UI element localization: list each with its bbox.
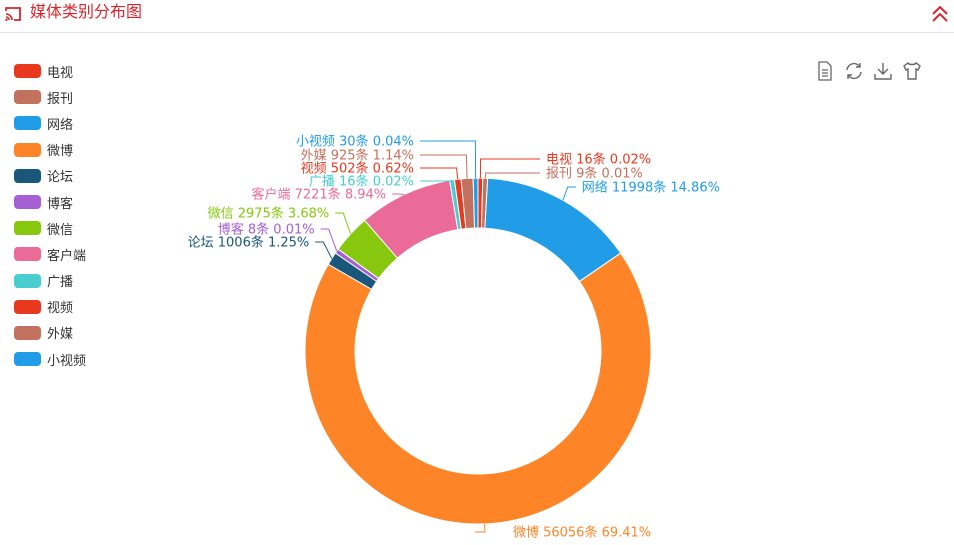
- label-leader-line: [420, 154, 468, 179]
- legend-label: 论坛: [47, 170, 74, 186]
- legend-label: 博客: [47, 196, 74, 212]
- data-view-icon[interactable]: [814, 60, 836, 82]
- chart-header: 媒体类别分布图: [0, 0, 954, 33]
- legend-label: 外媒: [47, 327, 74, 343]
- legend-label: 电视: [47, 65, 74, 81]
- restore-icon[interactable]: [843, 60, 865, 82]
- double-chevron-up-icon[interactable]: [930, 3, 950, 25]
- legend-label: 微信: [47, 222, 74, 238]
- chart-title: 媒体类别分布图: [30, 2, 143, 21]
- legend-item[interactable]: 微信: [14, 215, 86, 241]
- slice-data-label: 电视 16条 0.02%: [546, 152, 651, 168]
- legend-swatch: [14, 64, 41, 79]
- label-leader-line: [320, 228, 338, 252]
- legend-swatch: [14, 142, 41, 157]
- save-image-icon[interactable]: [872, 60, 894, 82]
- slice-data-label: 微信 2975条 3.68%: [208, 206, 330, 222]
- legend-item[interactable]: 微博: [14, 137, 86, 163]
- legend-swatch: [14, 299, 41, 314]
- legend-item[interactable]: 客户端: [14, 241, 86, 267]
- label-leader-line: [315, 241, 333, 259]
- label-leader-line: [335, 212, 352, 235]
- label-leader-line: [474, 523, 486, 533]
- legend-swatch: [14, 352, 41, 367]
- slice-data-label: 网络 11998条 14.86%: [582, 180, 720, 196]
- legend-swatch: [14, 168, 41, 183]
- legend-label: 报刊: [47, 91, 74, 107]
- legend-item[interactable]: 广播: [14, 268, 86, 294]
- legend-item[interactable]: 博客: [14, 189, 86, 215]
- legend-label: 网络: [47, 117, 74, 133]
- label-leader-line: [420, 167, 459, 180]
- legend-label: 小视频: [47, 353, 87, 369]
- slice-data-label: 报刊 9条 0.01%: [546, 166, 643, 182]
- legend-swatch: [14, 90, 41, 105]
- legend-item[interactable]: 视频: [14, 294, 86, 320]
- cast-icon: [5, 7, 21, 21]
- legend-label: 微博: [47, 144, 74, 160]
- legend-item[interactable]: 报刊: [14, 84, 86, 110]
- legend-item[interactable]: 论坛: [14, 163, 86, 189]
- legend-item[interactable]: 外媒: [14, 320, 86, 346]
- slice-data-label: 小视频 30条 0.04%: [296, 134, 414, 150]
- theme-shirt-icon[interactable]: [901, 60, 923, 82]
- label-leader-line: [479, 158, 540, 179]
- legend-swatch: [14, 273, 41, 288]
- legend-swatch: [14, 221, 41, 236]
- slice-data-label: 博客 8条 0.01%: [218, 222, 315, 238]
- legend-swatch: [14, 247, 41, 262]
- label-leader-line: [420, 179, 453, 182]
- legend-label: 广播: [47, 275, 74, 291]
- legend-item[interactable]: 小视频: [14, 346, 86, 372]
- chart-legend: 电视报刊网络微博论坛博客微信客户端广播视频外媒小视频: [14, 58, 86, 372]
- slice-data-label: 微博 56056条 69.41%: [513, 525, 651, 541]
- chart-toolbox: [814, 60, 930, 82]
- label-leader-line: [484, 172, 540, 179]
- legend-swatch: [14, 195, 41, 210]
- legend-label: 视频: [47, 301, 74, 317]
- label-leader-line: [420, 140, 477, 179]
- legend-swatch: [14, 325, 41, 340]
- legend-label: 客户端: [47, 248, 87, 264]
- donut-slice[interactable]: [472, 177, 479, 229]
- label-leader-line: [562, 186, 576, 201]
- slice-data-label: 客户端 7221条 8.94%: [251, 187, 386, 203]
- slice-data-label: 外媒 925条 1.14%: [301, 148, 414, 164]
- legend-item[interactable]: 电视: [14, 58, 86, 84]
- legend-swatch: [14, 116, 41, 131]
- slice-data-label: 广播 16条 0.02%: [309, 174, 414, 190]
- slice-data-label: 视频 502条 0.62%: [301, 161, 414, 177]
- legend-item[interactable]: 网络: [14, 110, 86, 136]
- donut-slice[interactable]: [304, 252, 652, 525]
- slice-data-label: 论坛 1006条 1.25%: [188, 235, 310, 251]
